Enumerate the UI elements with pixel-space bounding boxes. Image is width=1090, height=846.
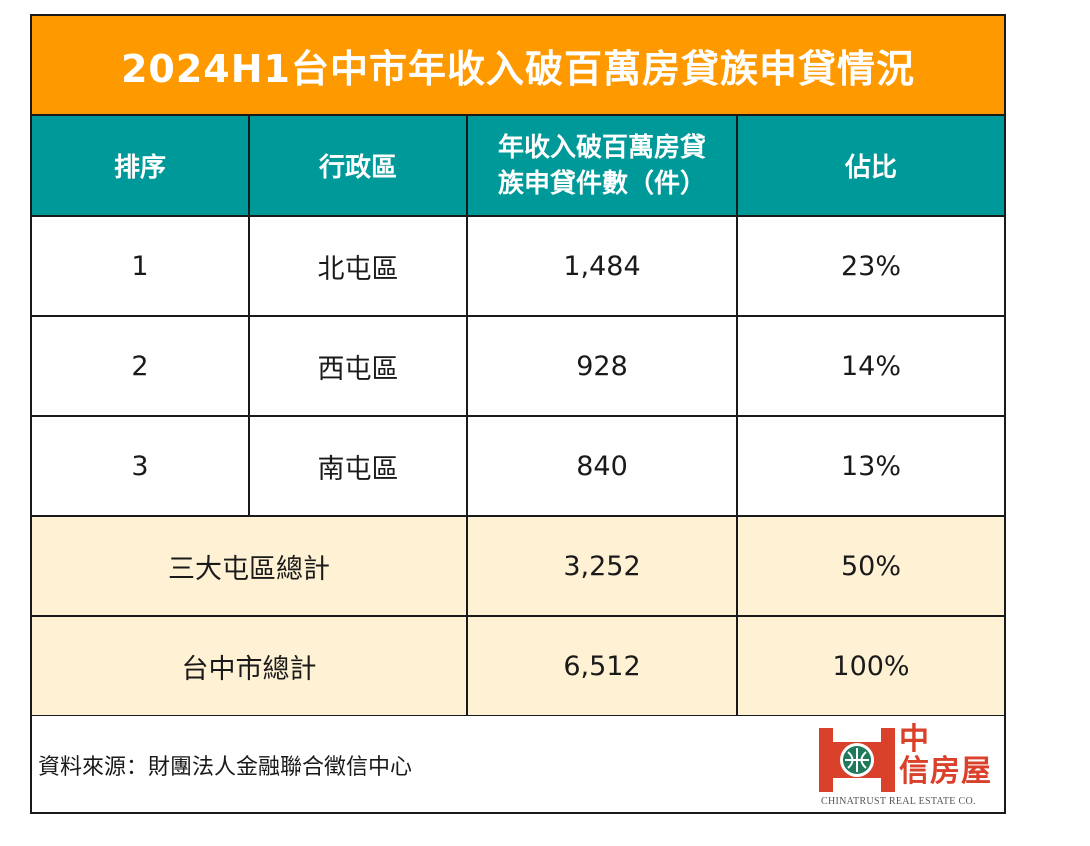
total-share-cell: 100%	[736, 615, 1004, 717]
total-label-cell: 台中市總計	[32, 615, 468, 717]
total-count-cell: 6,512	[466, 615, 738, 717]
logo-chinese: 中 信房屋	[899, 724, 992, 788]
header-count-line2: 族申貸件數（件）	[497, 168, 706, 199]
header-row: 排序 行政區 年收入破百萬房貸 族申貸件數（件） 佔比	[32, 116, 1004, 217]
rank-cell: 2	[32, 315, 250, 417]
share-cell: 14%	[736, 315, 1004, 417]
share-cell: 23%	[736, 215, 1004, 317]
rank-cell: 3	[32, 415, 250, 517]
logo-cn-line1: 中	[899, 722, 930, 757]
total-row: 台中市總計 6,512 100%	[32, 615, 1004, 717]
title-bar: 2024H1台中市年收入破百萬房貸族申貸情況	[32, 16, 1004, 116]
share-cell: 13%	[736, 415, 1004, 517]
count-cell: 1,484	[466, 215, 738, 317]
count-cell: 928	[466, 315, 738, 417]
logo-mark-icon	[819, 728, 895, 792]
total-count-cell: 3,252	[466, 515, 738, 617]
loan-table: 排序 行政區 年收入破百萬房貸 族申貸件數（件） 佔比 1 北屯區 1,484 …	[32, 116, 1004, 717]
table-row: 2 西屯區 928 14%	[32, 315, 1004, 417]
data-table: 2024H1台中市年收入破百萬房貸族申貸情況 排序 行政區 年收入破百萬房貸 族…	[30, 14, 1006, 814]
table-row: 3 南屯區 840 13%	[32, 415, 1004, 517]
company-logo: 中 信房屋 CHINATRUST REAL ESTATE CO.	[819, 724, 999, 810]
header-share: 佔比	[736, 116, 1004, 217]
header-count-line1: 年收入破百萬房貸	[497, 132, 706, 163]
table-row: 1 北屯區 1,484 23%	[32, 215, 1004, 317]
total-share-cell: 50%	[736, 515, 1004, 617]
total-label-cell: 三大屯區總計	[32, 515, 468, 617]
header-count: 年收入破百萬房貸 族申貸件數（件）	[466, 116, 738, 217]
table-title: 2024H1台中市年收入破百萬房貸族申貸情況	[120, 46, 915, 91]
district-cell: 西屯區	[248, 315, 468, 417]
source-note: 資料來源：財團法人金融聯合徵信中心	[38, 755, 413, 780]
total-row: 三大屯區總計 3,252 50%	[32, 515, 1004, 617]
district-cell: 南屯區	[248, 415, 468, 517]
header-rank: 排序	[32, 116, 250, 217]
rank-cell: 1	[32, 215, 250, 317]
count-cell: 840	[466, 415, 738, 517]
table-footer: 資料來源：財團法人金融聯合徵信中心 中 信房屋 CHINATRUST REAL …	[32, 716, 1004, 812]
header-district: 行政區	[248, 116, 468, 217]
district-cell: 北屯區	[248, 215, 468, 317]
logo-english: CHINATRUST REAL ESTATE CO.	[821, 796, 976, 807]
logo-cn-line2: 信房屋	[899, 754, 992, 789]
